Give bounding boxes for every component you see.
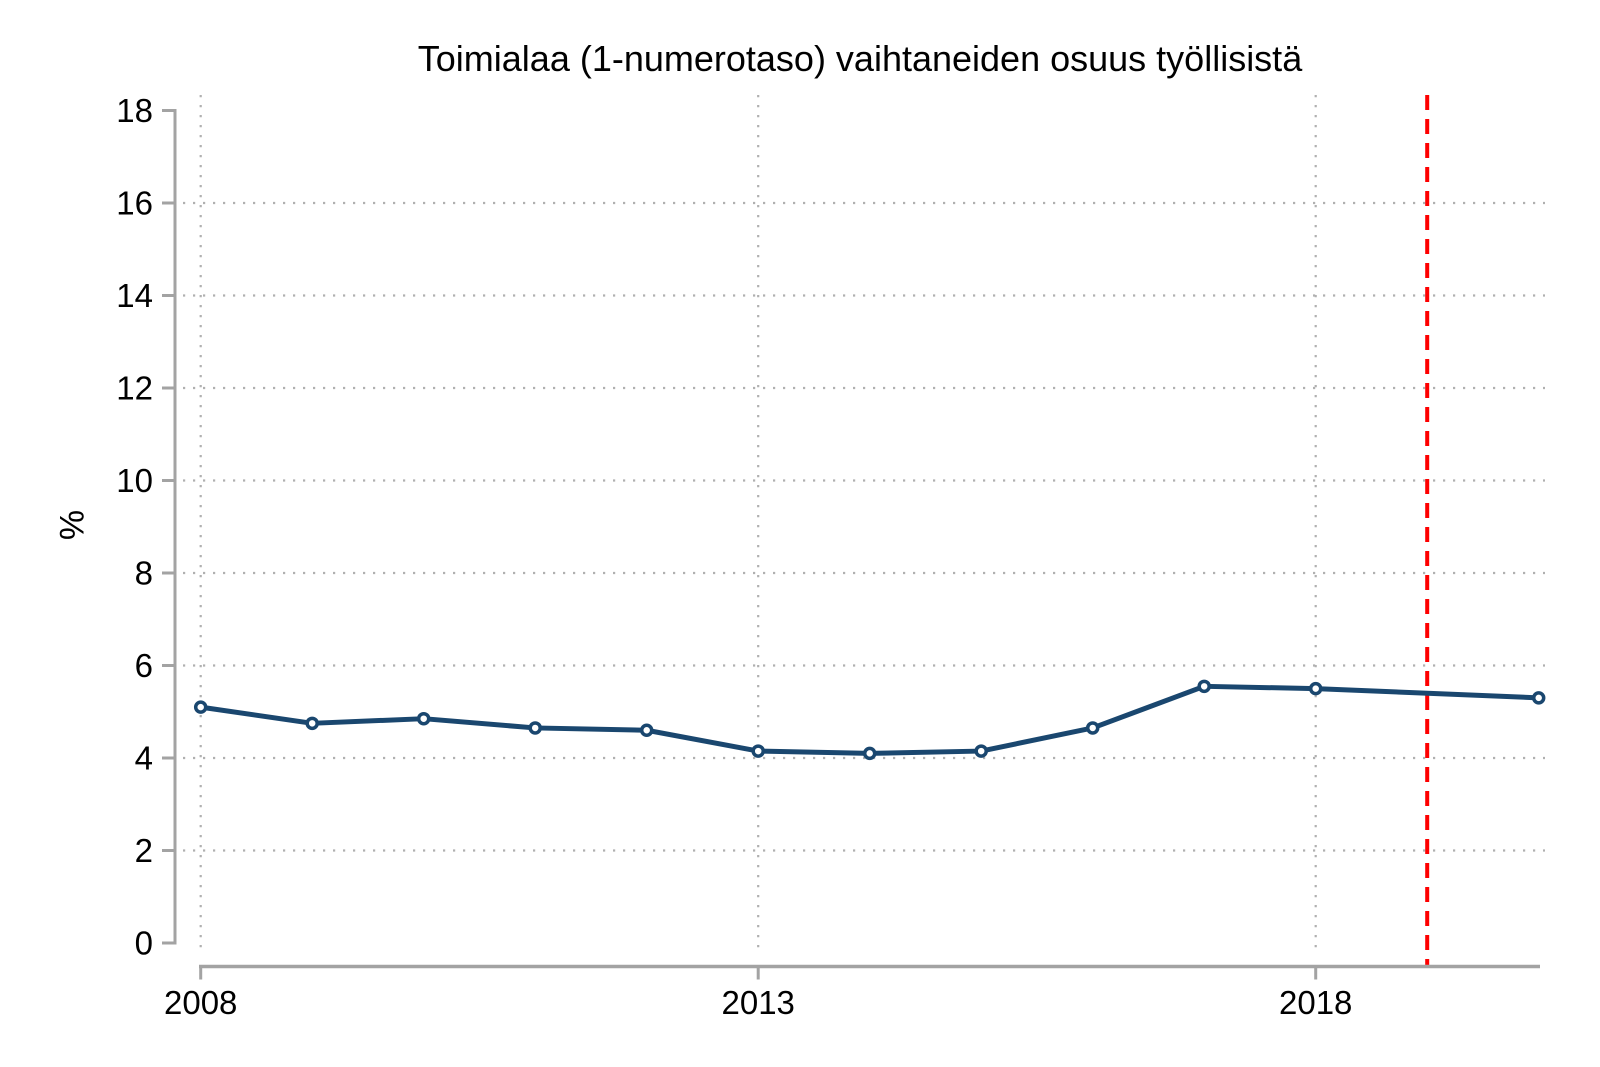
y-tick-label: 6 <box>135 647 153 684</box>
data-point-marker <box>1531 691 1546 705</box>
y-tick-label: 2 <box>135 832 153 869</box>
data-point-marker <box>862 746 877 761</box>
data-point-marker <box>1308 681 1323 696</box>
x-tick-label: 2008 <box>164 984 237 1021</box>
y-tick-label: 12 <box>116 370 153 407</box>
data-point-marker <box>305 716 319 731</box>
y-tick-label: 16 <box>116 185 153 222</box>
y-tick-label: 8 <box>135 555 153 592</box>
data-point-marker <box>1085 721 1100 735</box>
chart-title: Toimialaa (1-numerotaso) vaihtaneiden os… <box>417 38 1303 79</box>
data-line <box>198 683 1542 756</box>
y-tick-label: 4 <box>135 740 153 777</box>
data-point-marker <box>193 700 208 714</box>
y-tick-label: 18 <box>116 92 153 129</box>
y-tick-label: 0 <box>135 925 153 962</box>
data-point-marker <box>1197 679 1211 694</box>
y-tick-label: 10 <box>116 462 153 499</box>
data-point-marker <box>416 711 431 726</box>
data-point-marker <box>639 723 654 737</box>
data-point-marker <box>528 721 542 735</box>
x-tick-label: 2018 <box>1279 984 1352 1021</box>
x-tick-label: 2013 <box>721 984 794 1021</box>
data-point-marker <box>751 744 765 758</box>
data-point-marker <box>974 744 988 758</box>
y-tick-label: 14 <box>116 277 153 314</box>
